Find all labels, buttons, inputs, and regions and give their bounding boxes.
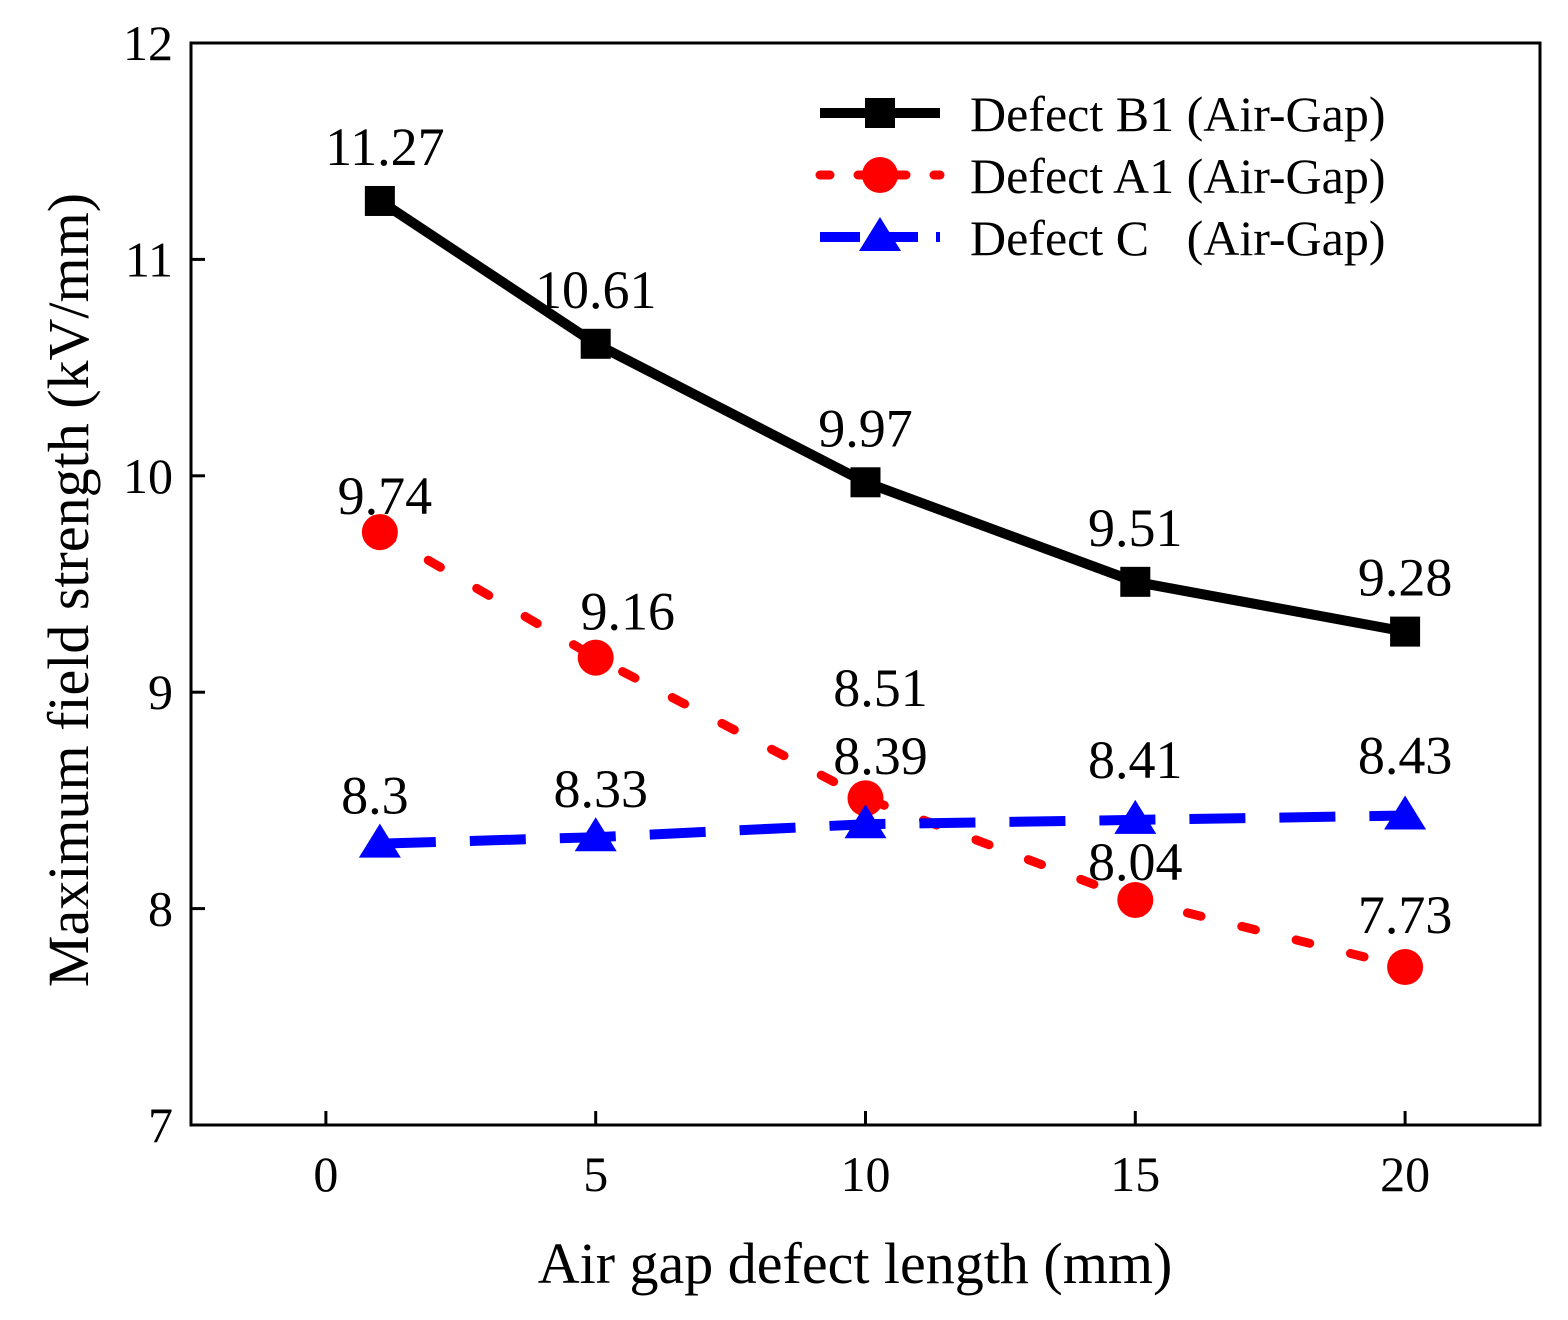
series-c-marker bbox=[574, 817, 617, 852]
legend: Defect B1 (Air-Gap) Defect A1 (Air-Gap) De… bbox=[815, 86, 1385, 266]
legend-label-series-a1: Defect A1 (Air-Gap) bbox=[970, 148, 1385, 204]
series-a1-data-label: 9.74 bbox=[338, 466, 433, 526]
legend-label-series-c: Defect C (Air-Gap) bbox=[970, 210, 1385, 266]
x-tick-label: 0 bbox=[313, 1146, 338, 1202]
series-b1-marker bbox=[1120, 566, 1151, 597]
legend-label-series-b1: Defect B1 (Air-Gap) bbox=[970, 86, 1385, 142]
series-b1: 11.27 10.61 9.97 9.51 9.28 bbox=[325, 117, 1452, 647]
x-axis: 0 5 10 15 20 bbox=[313, 1111, 1430, 1202]
y-axis-title: Maximum field strength (kV/mm) bbox=[36, 193, 101, 987]
series-c-data-label: 8.41 bbox=[1088, 730, 1183, 790]
series-c-line bbox=[379, 810, 1406, 849]
series-a1-data-label: 7.73 bbox=[1358, 885, 1453, 945]
series-a1-marker bbox=[847, 780, 884, 817]
series-b1-marker bbox=[1390, 616, 1421, 647]
series-b1-data-label: 9.97 bbox=[818, 398, 913, 458]
legend-marker-series-c bbox=[859, 217, 901, 251]
y-axis: 7 8 9 10 11 12 bbox=[123, 15, 205, 1153]
series-a1-data-label: 8.04 bbox=[1088, 832, 1183, 892]
series-c-marker bbox=[1114, 799, 1157, 834]
series-c-data-label: 8.43 bbox=[1358, 726, 1453, 786]
series-b1-data-label: 9.28 bbox=[1358, 548, 1453, 608]
y-tick-label: 8 bbox=[148, 881, 173, 937]
y-tick-label: 10 bbox=[123, 448, 173, 504]
series-a1-marker bbox=[361, 514, 398, 551]
x-tick-label: 15 bbox=[1110, 1146, 1160, 1202]
series-b1-data-label: 10.61 bbox=[535, 260, 657, 320]
series-c-marker bbox=[358, 823, 401, 858]
legend-marker-series-a1 bbox=[862, 157, 898, 193]
series-a1-line bbox=[375, 527, 1410, 972]
series-c-data-label: 8.33 bbox=[553, 759, 648, 819]
x-tick-label: 5 bbox=[583, 1146, 608, 1202]
x-tick-label: 20 bbox=[1380, 1146, 1430, 1202]
y-tick-label: 11 bbox=[125, 231, 173, 287]
y-tick-label: 9 bbox=[148, 664, 173, 720]
y-tick-label: 7 bbox=[148, 1097, 173, 1153]
y-tick-label: 12 bbox=[123, 15, 173, 71]
series-a1-data-label: 9.16 bbox=[580, 582, 675, 642]
series-b1-data-label: 9.51 bbox=[1088, 498, 1183, 558]
series-c-data-label: 8.3 bbox=[341, 766, 409, 826]
series-a1-marker bbox=[577, 639, 614, 676]
legend-marker-series-b1 bbox=[865, 98, 895, 128]
series-b1-marker bbox=[364, 185, 395, 216]
series-a1-marker bbox=[1387, 949, 1424, 986]
series-c-data-label: 8.39 bbox=[833, 726, 928, 786]
series-c: 8.3 8.33 8.39 8.41 8.43 bbox=[341, 726, 1452, 858]
x-tick-label: 10 bbox=[841, 1146, 891, 1202]
series-b1-data-label: 11.27 bbox=[325, 117, 445, 177]
series-c-marker bbox=[1384, 795, 1427, 830]
series-c-marker bbox=[844, 804, 887, 839]
series-a1-data-label: 8.51 bbox=[833, 658, 928, 718]
series-a1: 9.74 9.16 8.51 8.04 7.73 bbox=[338, 466, 1453, 986]
series-b1-marker bbox=[580, 328, 611, 359]
x-axis-title: Air gap defect length (mm) bbox=[538, 1231, 1173, 1296]
series-layer: 9.74 9.16 8.51 8.04 7.73 8.3 8.33 8.39 8.41 8.43 1… bbox=[325, 117, 1453, 986]
series-b1-marker bbox=[850, 467, 881, 498]
series-a1-marker bbox=[1117, 881, 1154, 918]
